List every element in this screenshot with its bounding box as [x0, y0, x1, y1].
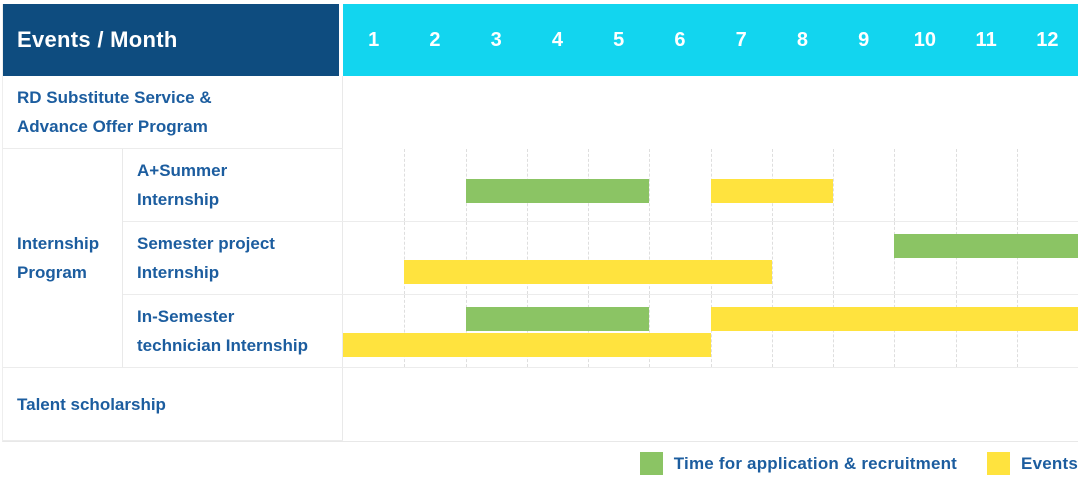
month-header-cell: 2	[429, 28, 441, 51]
month-header-cell: 5	[613, 28, 625, 51]
month-gridline	[404, 295, 406, 367]
month-header: 1 2 3 4 5 6 7 8 9 10 11 12	[343, 4, 1078, 76]
month-gridline	[526, 295, 528, 367]
row-label-line: Internship	[137, 190, 220, 209]
month-gridline	[404, 149, 406, 221]
row-label: RD Substitute Service & Advance Offer Pro…	[3, 76, 343, 148]
row-label-line: Internship	[137, 263, 220, 282]
month-header-cell: 10	[913, 28, 936, 51]
month-gridline	[710, 222, 712, 294]
gantt-bar-event	[404, 260, 772, 284]
group-label-line: Program	[17, 263, 87, 282]
month-gridline	[833, 295, 834, 367]
month-gridline	[894, 149, 896, 221]
row-label: In-Semester technician Internship	[123, 295, 343, 367]
row-label: A+Summer Internship	[123, 149, 343, 221]
month-gridline	[404, 222, 406, 294]
legend-label-event: Events	[1021, 453, 1078, 473]
month-header-cell: 4	[551, 28, 563, 51]
group-label: Internship Program	[3, 149, 123, 368]
gantt-table: Events / Month 1 2 3 4 5 6 7 8 9 10 11 12 RD Substi…	[2, 4, 1078, 442]
gantt-bar-event	[710, 179, 833, 203]
month-gridline	[588, 295, 589, 367]
month-gridline	[894, 295, 896, 367]
month-gridline	[771, 222, 773, 294]
month-gridline	[1016, 295, 1018, 367]
table-row: In-Semester technician Internship	[123, 295, 1078, 368]
row-label-line: RD Substitute Service &	[17, 88, 212, 107]
month-gridline	[649, 149, 651, 221]
row-section: RD Substitute Service & Advance Offer Pro…	[3, 76, 1078, 149]
month-gridline	[588, 222, 589, 294]
row-timeline	[343, 295, 1078, 367]
month-header-cell: 12	[1036, 28, 1059, 51]
month-header-cell: 6	[674, 28, 686, 51]
month-gridline	[710, 295, 712, 367]
month-gridline	[771, 295, 773, 367]
row-label-line: In-Semester	[137, 307, 235, 326]
table-row: Talent scholarship	[3, 368, 343, 441]
gantt-bar-application	[465, 307, 650, 331]
gantt-bar-application	[894, 234, 1078, 258]
legend-swatch-application	[639, 452, 663, 475]
month-gridline	[649, 222, 651, 294]
gantt-body: RD Substitute Service & Advance Offer Pro…	[3, 76, 1078, 441]
row-timeline	[343, 222, 1078, 294]
month-header-cell: 7	[735, 28, 747, 51]
month-gridline	[1016, 222, 1018, 294]
month-gridline	[649, 295, 651, 367]
month-gridline	[465, 222, 467, 294]
group-sub-rows: A+Summer Internship Semester project Intern…	[123, 149, 1078, 368]
row-label-line: A+Summer	[137, 161, 228, 180]
month-header-cell: 3	[490, 28, 502, 51]
month-gridline	[465, 295, 467, 367]
legend-swatch-event	[987, 452, 1011, 475]
row-label: Talent scholarship	[3, 368, 343, 440]
table-row: A+Summer Internship	[123, 149, 1078, 222]
row-section: Talent scholarship	[3, 368, 1078, 441]
month-gridline	[1016, 149, 1018, 221]
month-header-cell: 8	[796, 28, 808, 51]
month-gridline	[955, 295, 957, 367]
row-label-line: Semester project	[137, 234, 275, 253]
table-row: RD Substitute Service & Advance Offer Pro…	[3, 76, 343, 149]
gantt-bar-event	[343, 333, 711, 357]
group-label-line: Internship	[17, 234, 100, 253]
month-header-cell: 9	[858, 28, 870, 51]
group-section: Internship Program A+Summer Internship Semes…	[3, 149, 1078, 368]
month-gridline	[833, 222, 834, 294]
row-label: Semester project Internship	[123, 222, 343, 294]
legend: Time for application & recruitment Event…	[639, 452, 1078, 475]
gantt-bar-event	[710, 307, 1078, 331]
legend-label-application: Time for application & recruitment	[673, 453, 958, 473]
table-header-row: Events / Month 1 2 3 4 5 6 7 8 9 10 11 12	[3, 4, 1078, 76]
row-label-line: Advance Offer Program	[17, 117, 208, 136]
month-gridline	[833, 149, 834, 221]
row-timeline	[343, 149, 1078, 221]
month-header-cell: 1	[368, 28, 380, 51]
table-row: Semester project Internship	[123, 222, 1078, 295]
row-label-line: technician Internship	[137, 336, 308, 355]
month-header-cell: 11	[975, 28, 997, 51]
month-gridline	[955, 222, 957, 294]
row-label-line: Talent scholarship	[17, 394, 166, 414]
month-gridline	[955, 149, 957, 221]
gantt-bar-application	[465, 179, 650, 203]
month-gridline	[894, 222, 896, 294]
table-title: Events / Month	[3, 4, 339, 76]
month-gridline	[526, 222, 528, 294]
